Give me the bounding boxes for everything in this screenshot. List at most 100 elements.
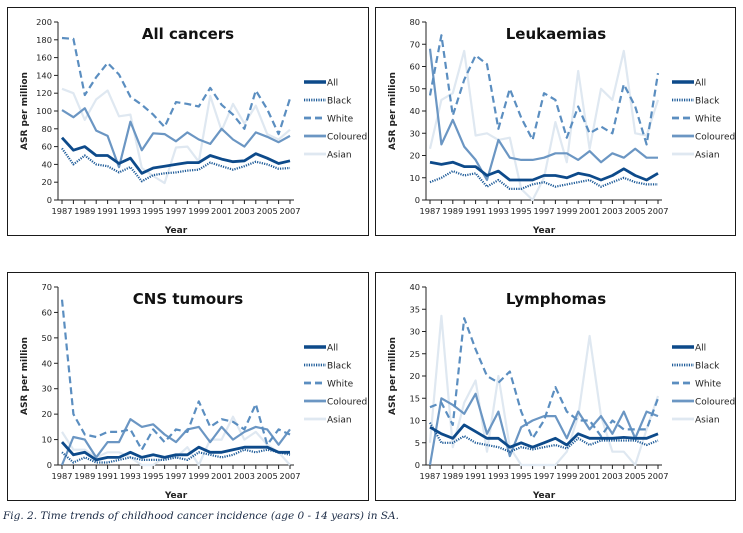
x-tick-label: 2007 <box>279 471 300 481</box>
x-tick-label: 1991 <box>465 206 486 216</box>
y-tick-label: 40 <box>409 106 420 116</box>
x-tick-label: 1995 <box>143 206 164 216</box>
x-tick-label: 2003 <box>234 471 255 481</box>
x-tick-label: 2005 <box>257 206 278 216</box>
y-tick-label: 5 <box>415 438 420 448</box>
x-tick-label: 1989 <box>74 206 95 216</box>
series-line-white <box>61 36 292 136</box>
legend-label-white: White <box>327 115 354 125</box>
y-tick-label: 80 <box>409 17 420 27</box>
y-tick-label: 100 <box>36 106 52 116</box>
y-tick-label: 60 <box>41 307 52 317</box>
series-line-all <box>60 441 290 462</box>
series-line-coloured <box>61 107 291 169</box>
chart-svg: 0 5 10 15 20 25 30 35 40 1987 1989 1991 1993 1995 1997… <box>388 282 735 501</box>
legend-label-asian: Asian <box>695 416 720 426</box>
y-tick-label: 140 <box>36 70 52 80</box>
series-line-coloured <box>428 48 658 182</box>
legend-label-asian: Asian <box>327 151 352 161</box>
legend-label-black: Black <box>695 362 720 372</box>
x-tick-label: 2001 <box>579 206 600 216</box>
x-tick-label: 1997 <box>165 206 186 216</box>
legend-label-white: White <box>695 380 722 390</box>
series-line-black <box>61 147 291 183</box>
x-tick-label: 2003 <box>234 206 255 216</box>
x-tick-label: 1991 <box>465 471 486 481</box>
x-tick-label: 1999 <box>188 471 209 481</box>
y-tick-label: 50 <box>409 84 420 94</box>
chart-panel-all-cancers: 0 20 40 60 80 100 120 140 160 180 200 1987 1989 1991 1… <box>7 7 369 236</box>
y-tick-label: 30 <box>409 327 420 337</box>
x-tick-label: 1997 <box>165 471 186 481</box>
y-tick-label: 10 <box>409 416 420 426</box>
x-tick-label: 1995 <box>511 471 532 481</box>
legend-label-coloured: Coloured <box>695 398 735 408</box>
y-tick-label: 60 <box>409 62 420 72</box>
legend-label-all: All <box>695 344 706 354</box>
x-axis-label: Year <box>532 226 556 236</box>
y-axis-label: ASR per million <box>20 337 30 415</box>
x-tick-label: 1999 <box>188 206 209 216</box>
y-tick-label: 20 <box>409 371 420 381</box>
y-tick-label: 20 <box>409 151 420 161</box>
y-tick-label: 20 <box>41 177 52 187</box>
x-tick-label: 2005 <box>625 471 646 481</box>
x-tick-label: 2001 <box>211 206 232 216</box>
chart-svg: 0 10 20 30 40 50 60 70 1987 1989 1991 1993 1995 1997 1… <box>20 282 367 501</box>
legend-label-all: All <box>327 79 338 89</box>
y-tick-label: 25 <box>409 349 420 359</box>
y-tick-label: 40 <box>409 282 420 292</box>
y-tick-label: 40 <box>41 358 52 368</box>
legend-label-white: White <box>695 115 722 125</box>
legend-label-all: All <box>327 344 338 354</box>
x-tick-label: 1991 <box>97 471 118 481</box>
y-axis-label: ASR per million <box>388 72 398 150</box>
x-tick-label: 1987 <box>51 206 72 216</box>
y-tick-label: 160 <box>36 53 52 63</box>
series-line-coloured <box>60 418 291 466</box>
legend-label-black: Black <box>327 362 352 372</box>
y-tick-label: 70 <box>41 282 52 292</box>
legend-label-coloured: Coloured <box>695 133 735 143</box>
x-tick-label: 1989 <box>442 206 463 216</box>
y-tick-label: 0 <box>415 460 420 470</box>
y-axis-label: ASR per million <box>388 337 398 415</box>
y-tick-label: 15 <box>409 393 420 403</box>
legend-label-all: All <box>695 79 706 89</box>
x-tick-label: 2001 <box>211 471 232 481</box>
y-tick-label: 0 <box>415 195 420 205</box>
chart-title: All cancers <box>142 25 234 43</box>
y-tick-label: 10 <box>409 173 420 183</box>
chart-panel-leukaemias: 0 10 20 30 40 50 60 70 80 1987 1989 1991 1993 1995 199… <box>375 7 736 236</box>
x-tick-label: 2005 <box>257 471 278 481</box>
x-tick-label: 2007 <box>647 471 668 481</box>
series-line-all <box>429 423 659 449</box>
y-tick-label: 200 <box>36 17 52 27</box>
chart-title: CNS tumours <box>133 290 243 308</box>
series-line-coloured <box>428 392 659 466</box>
y-tick-label: 80 <box>41 124 52 134</box>
x-tick-label: 1997 <box>533 206 554 216</box>
y-tick-label: 0 <box>47 195 52 205</box>
x-tick-label: 1987 <box>419 471 440 481</box>
x-tick-label: 1997 <box>533 471 554 481</box>
series-line-all <box>429 160 659 182</box>
y-tick-label: 50 <box>41 333 52 343</box>
y-tick-label: 10 <box>41 435 52 445</box>
figure-caption: Fig. 2. Time trends of childhood cancer … <box>3 510 399 522</box>
x-tick-label: 1989 <box>74 471 95 481</box>
x-tick-label: 1999 <box>556 206 577 216</box>
legend-label-white: White <box>327 380 354 390</box>
x-tick-label: 2001 <box>579 471 600 481</box>
legend-label-coloured: Coloured <box>327 133 367 143</box>
chart-title: Leukaemias <box>506 25 607 43</box>
chart-title: Lymphomas <box>506 290 606 308</box>
y-axis-label: ASR per million <box>20 72 30 150</box>
x-tick-label: 1991 <box>97 206 118 216</box>
legend-label-coloured: Coloured <box>327 398 367 408</box>
y-tick-label: 60 <box>41 142 52 152</box>
chart-panel-cns-tumours: 0 10 20 30 40 50 60 70 1987 1989 1991 1993 1995 1997 1… <box>7 272 369 501</box>
y-tick-label: 30 <box>409 128 420 138</box>
